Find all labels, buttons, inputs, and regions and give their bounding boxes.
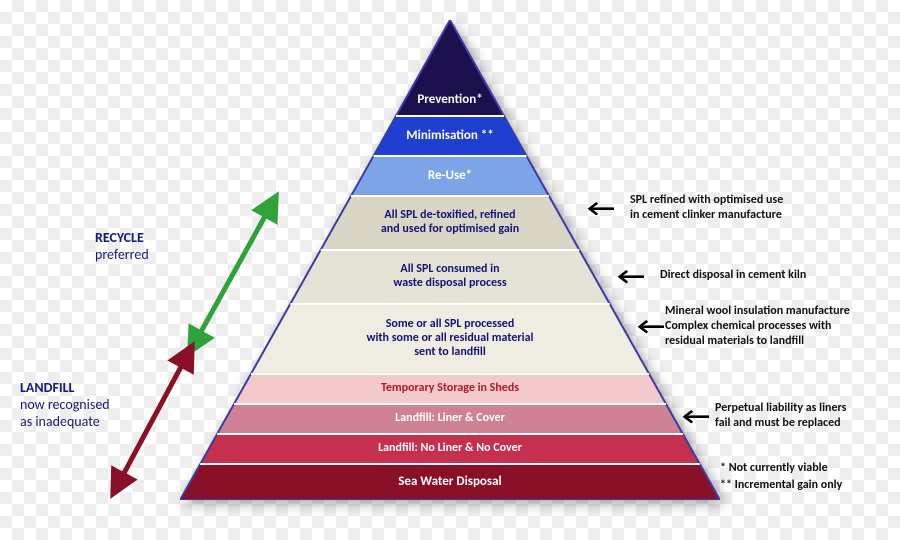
pyramid-layer-6: Temporary Storage in Sheds [180,374,720,404]
pyramid-layer-0: Prevention* [180,20,720,116]
pyramid-layer-9: Sea Water Disposal [180,464,720,500]
footnotes: * Not currently viable** Incremental gai… [720,460,842,494]
pyramid-layer-label: All SPL de-toxified, refinedand used for… [381,209,519,237]
annotation-arrow-2: ← [637,312,665,341]
pyramid-layer-label: Landfill: Liner & Cover [395,412,505,426]
pyramid-layer-label: Temporary Storage in Sheds [381,382,519,396]
diagram-stage: Prevention* Minimisation ** Re-Use* All SPL… [0,0,900,540]
pyramid-layer-8: Landfill: No Liner & No Cover [180,434,720,464]
annotation-arrow-3: ← [682,402,710,431]
side-arrow-label-0: RECYCLEpreferred [95,230,149,264]
annotation-arrow-1: ← [617,262,645,291]
pyramid-layer-label: Landfill: No Liner & No Cover [378,442,522,456]
pyramid-layer-label: Re-Use* [428,169,472,184]
annotation-text-1: Direct disposal in cement kiln [660,268,900,283]
pyramid-layer-1: Minimisation ** [180,116,720,156]
annotation-arrow-0: ← [587,194,615,223]
annotation-text-2: Mineral wool insulation manufactureCompl… [665,304,900,349]
pyramid-layer-label: All SPL consumed inwaste disposal proces… [393,263,506,291]
pyramid-layer-label: Prevention* [417,93,482,108]
annotation-text-3: Perpetual liability as linersfail and mu… [715,401,900,431]
side-arrow-label-1: LANDFILLnow recognisedas inadequate [20,380,110,430]
side-arrow-1 [100,335,205,505]
pyramid-layer-label: Some or all SPL processedwith some or al… [367,318,534,359]
pyramid-layer-7: Landfill: Liner & Cover [180,404,720,434]
pyramid-layer-label: Sea Water Disposal [398,475,501,490]
pyramid-layer-label: Minimisation ** [406,129,493,144]
annotation-text-0: SPL refined with optimised usein cement … [630,193,880,223]
